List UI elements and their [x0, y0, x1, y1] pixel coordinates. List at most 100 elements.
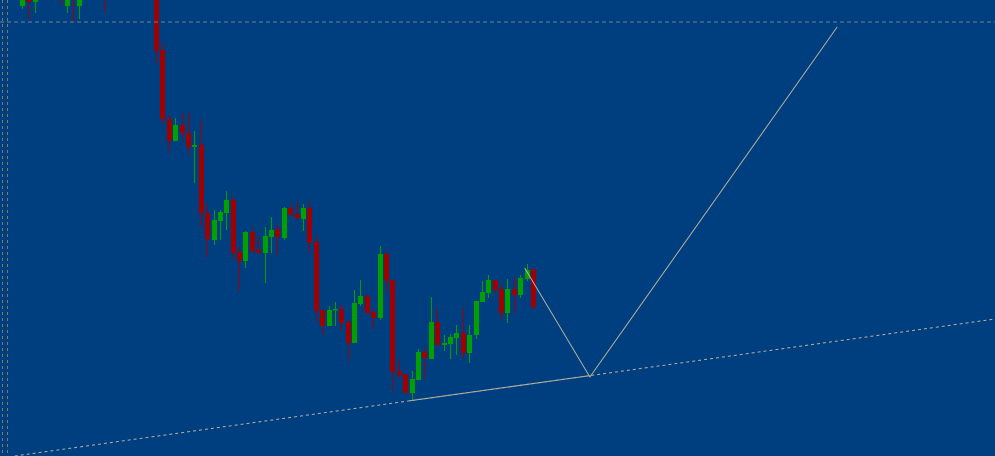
bullish-candle[interactable]	[429, 297, 434, 359]
bearish-candle[interactable]	[103, 0, 108, 12]
bullish-candle[interactable]	[333, 302, 338, 326]
bearish-candle[interactable]	[295, 202, 300, 221]
candle-body	[77, 0, 82, 6]
candle-body	[327, 310, 332, 326]
candle-body	[320, 310, 325, 326]
bullish-candle[interactable]	[416, 349, 421, 380]
bearish-candle[interactable]	[384, 251, 389, 292]
bullish-candle[interactable]	[474, 301, 479, 339]
bearish-candle[interactable]	[71, 0, 76, 23]
bullish-candle[interactable]	[442, 335, 447, 351]
bullish-candle[interactable]	[65, 0, 70, 13]
bullish-candle[interactable]	[410, 371, 415, 401]
bullish-candle[interactable]	[486, 275, 491, 298]
bullish-candle[interactable]	[269, 217, 274, 253]
candle-body	[505, 289, 510, 313]
bearish-candle[interactable]	[205, 204, 210, 257]
bullish-candle[interactable]	[454, 325, 459, 355]
bearish-candle[interactable]	[307, 201, 312, 253]
bearish-candle[interactable]	[371, 309, 376, 329]
bearish-candle[interactable]	[397, 360, 402, 378]
candle-body	[275, 229, 280, 237]
bullish-candle[interactable]	[480, 281, 485, 302]
bullish-candle[interactable]	[224, 191, 229, 230]
bullish-candle[interactable]	[173, 118, 178, 141]
bearish-candle[interactable]	[314, 236, 319, 322]
candle-body	[167, 119, 172, 141]
bearish-candle[interactable]	[365, 294, 370, 313]
bearish-candle[interactable]	[512, 277, 517, 313]
bearish-candle[interactable]	[26, 0, 31, 19]
bullish-candle[interactable]	[282, 207, 287, 240]
bullish-candle[interactable]	[327, 306, 332, 326]
bearish-candle[interactable]	[422, 347, 427, 378]
bullish-candle[interactable]	[448, 334, 453, 359]
candle-body	[448, 337, 453, 344]
candle-body	[531, 269, 536, 307]
bullish-candle[interactable]	[263, 227, 268, 283]
candle-body	[410, 379, 415, 393]
candle-body	[390, 280, 395, 372]
bullish-candle[interactable]	[378, 246, 383, 320]
candle-body	[199, 145, 204, 213]
bullish-candle[interactable]	[243, 231, 248, 268]
bearish-candle[interactable]	[58, 0, 63, 5]
bullish-candle[interactable]	[218, 210, 223, 240]
bearish-candle[interactable]	[499, 284, 504, 319]
trendline-segment[interactable]	[408, 375, 590, 402]
bullish-candle[interactable]	[77, 0, 82, 19]
bearish-candle[interactable]	[320, 310, 325, 335]
candle-body	[269, 230, 274, 237]
bearish-candle[interactable]	[461, 308, 466, 359]
bullish-candle[interactable]	[301, 204, 306, 231]
bearish-candle[interactable]	[435, 308, 440, 345]
candle-body	[301, 208, 306, 219]
candle-body	[525, 270, 530, 279]
bearish-candle[interactable]	[531, 269, 536, 310]
candle-body	[250, 232, 255, 251]
bearish-candle[interactable]	[250, 227, 255, 253]
bearish-candle[interactable]	[160, 43, 165, 124]
bullish-candle[interactable]	[192, 131, 197, 183]
bullish-candle[interactable]	[33, 0, 38, 13]
candle-body	[231, 200, 236, 253]
bearish-candle[interactable]	[186, 113, 191, 155]
candle-body	[33, 0, 38, 2]
bullish-candle[interactable]	[518, 275, 523, 298]
bullish-candle[interactable]	[505, 279, 510, 323]
bullish-candle[interactable]	[20, 0, 25, 9]
bearish-candle[interactable]	[231, 196, 236, 258]
candle-body	[442, 343, 447, 345]
bearish-candle[interactable]	[167, 115, 172, 153]
bearish-candle[interactable]	[154, 0, 159, 63]
bearish-candle[interactable]	[346, 320, 351, 361]
drawings-group	[0, 21, 995, 456]
bullish-candle[interactable]	[358, 280, 363, 306]
bullish-candle[interactable]	[352, 290, 357, 343]
candle-body	[192, 145, 197, 147]
bearish-candle[interactable]	[256, 237, 261, 253]
candle-body	[237, 252, 242, 261]
bearish-candle[interactable]	[199, 120, 204, 227]
candle-body	[435, 322, 440, 345]
candle-body	[454, 333, 459, 338]
bullish-candle[interactable]	[467, 325, 472, 363]
bearish-candle[interactable]	[275, 225, 280, 255]
candle-body	[173, 125, 178, 141]
bearish-candle[interactable]	[288, 204, 293, 215]
zigzag-projection-line[interactable]	[524, 26, 838, 378]
bullish-candle[interactable]	[212, 210, 217, 245]
bearish-candle[interactable]	[339, 304, 344, 331]
candle-body	[422, 352, 427, 358]
candle-body	[371, 312, 376, 318]
candle-body	[384, 254, 389, 281]
bearish-candle[interactable]	[493, 280, 498, 293]
bearish-candle[interactable]	[237, 247, 242, 291]
candle-body	[180, 125, 185, 133]
bearish-candle[interactable]	[180, 113, 185, 140]
bearish-candle[interactable]	[390, 280, 395, 391]
bearish-candle[interactable]	[403, 374, 408, 393]
candle-body	[65, 0, 70, 6]
